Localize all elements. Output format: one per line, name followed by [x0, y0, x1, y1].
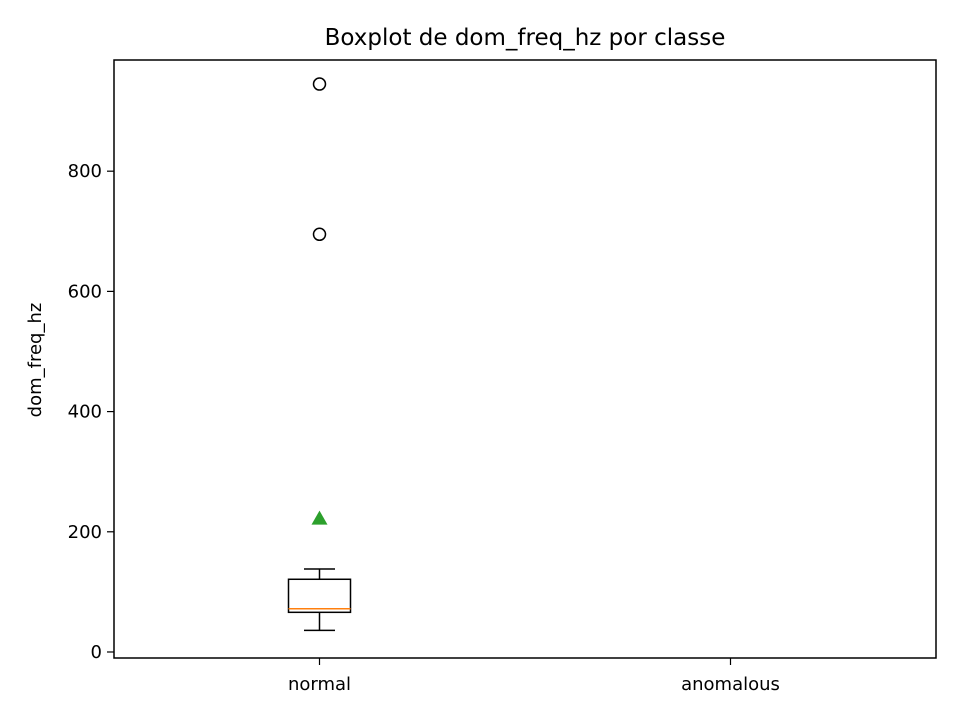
outlier-point	[312, 227, 327, 242]
x-tick-label: anomalous	[681, 674, 780, 695]
chart-title: Boxplot de dom_freq_hz por classe	[325, 25, 726, 51]
mean-marker	[311, 510, 328, 525]
x-tick-label: normal	[288, 674, 351, 695]
y-tick-label: 800	[68, 161, 102, 182]
y-tick-label: 0	[91, 642, 102, 663]
y-axis-label: dom_freq_hz	[25, 303, 46, 418]
iqr-box	[287, 578, 352, 614]
outlier-point	[312, 77, 327, 91]
plot-area	[113, 59, 937, 659]
y-tick-label: 400	[68, 402, 102, 423]
x-axis: normal anomalous	[288, 658, 780, 695]
y-tick-label: 200	[68, 522, 102, 543]
y-axis: 0 200 400 600 800	[68, 161, 114, 663]
y-tick-label: 600	[68, 281, 102, 302]
boxes-group	[287, 77, 352, 632]
